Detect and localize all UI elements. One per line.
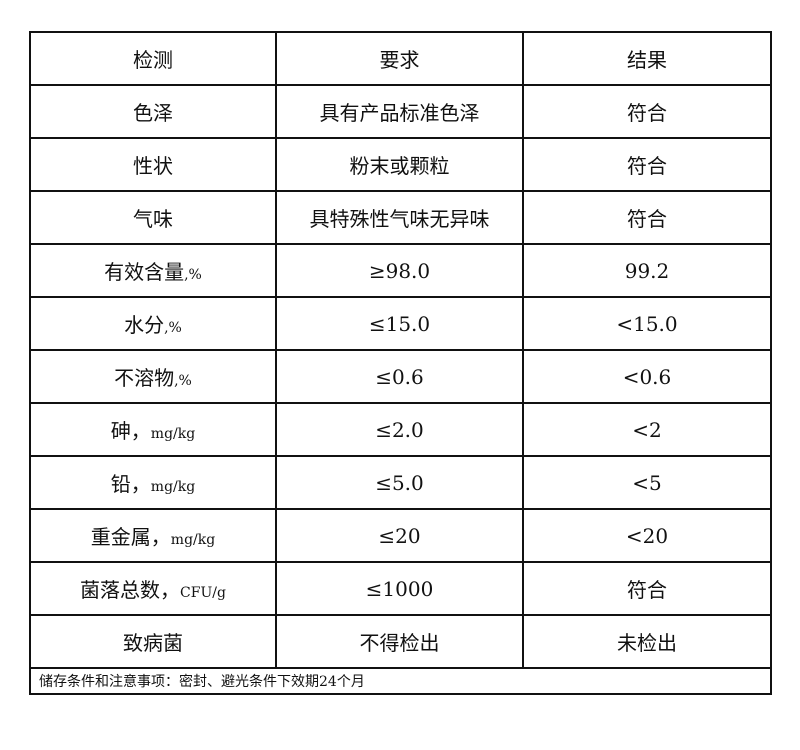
header-result: 结果 bbox=[522, 31, 772, 86]
footer-row: 储存条件和注意事项：密封、避光条件下效期24个月 bbox=[29, 667, 772, 695]
item-name: 铅， bbox=[110, 472, 151, 496]
item-unit: ,% bbox=[164, 320, 182, 336]
result-cell: 符合 bbox=[522, 561, 772, 616]
requirement-cell: ≤15.0 bbox=[275, 296, 524, 351]
item-name: 不溶物 bbox=[114, 366, 175, 390]
item-unit: mg/kg bbox=[150, 479, 196, 495]
result-cell: 符合 bbox=[522, 190, 772, 245]
requirement-cell: 不得检出 bbox=[275, 614, 524, 669]
requirement-cell: ≥98.0 bbox=[275, 243, 524, 298]
requirement-cell: ≤5.0 bbox=[275, 455, 524, 510]
item-cell: 菌落总数，CFU/g bbox=[29, 561, 277, 616]
table-row: 有效含量,% ≥98.0 99.2 bbox=[29, 243, 772, 298]
item-unit: mg/kg bbox=[150, 426, 196, 442]
table-row: 砷，mg/kg ≤2.0 <2 bbox=[29, 402, 772, 457]
table-row: 气味 具特殊性气味无异味 符合 bbox=[29, 190, 772, 245]
result-cell: <2 bbox=[522, 402, 772, 457]
item-cell: 铅，mg/kg bbox=[29, 455, 277, 510]
item-cell: 性状 bbox=[29, 137, 277, 192]
table-row: 水分,% ≤15.0 <15.0 bbox=[29, 296, 772, 351]
result-cell: 符合 bbox=[522, 84, 772, 139]
requirement-cell: 具有产品标准色泽 bbox=[275, 84, 524, 139]
header-requirement: 要求 bbox=[275, 31, 524, 86]
requirement-cell: ≤0.6 bbox=[275, 349, 524, 404]
item-unit: ,% bbox=[184, 267, 202, 283]
table-row: 不溶物,% ≤0.6 <0.6 bbox=[29, 349, 772, 404]
result-cell: 99.2 bbox=[522, 243, 772, 298]
item-name: 菌落总数， bbox=[80, 578, 181, 602]
item-unit: mg/kg bbox=[170, 532, 216, 548]
item-cell: 不溶物,% bbox=[29, 349, 277, 404]
requirement-cell: 具特殊性气味无异味 bbox=[275, 190, 524, 245]
requirement-cell: 粉末或颗粒 bbox=[275, 137, 524, 192]
item-cell: 致病菌 bbox=[29, 614, 277, 669]
item-name: 色泽 bbox=[133, 101, 173, 125]
storage-note: 储存条件和注意事项：密封、避光条件下效期24个月 bbox=[29, 667, 772, 695]
item-cell: 砷，mg/kg bbox=[29, 402, 277, 457]
requirement-cell: ≤20 bbox=[275, 508, 524, 563]
item-cell: 水分,% bbox=[29, 296, 277, 351]
item-cell: 气味 bbox=[29, 190, 277, 245]
header-item: 检测 bbox=[29, 31, 277, 86]
result-cell: 符合 bbox=[522, 137, 772, 192]
requirement-cell: ≤2.0 bbox=[275, 402, 524, 457]
item-unit: CFU/g bbox=[180, 585, 226, 601]
result-cell: <5 bbox=[522, 455, 772, 510]
table-row: 致病菌 不得检出 未检出 bbox=[29, 614, 772, 669]
requirement-cell: ≤1000 bbox=[275, 561, 524, 616]
item-unit: ,% bbox=[174, 373, 192, 389]
item-name: 水分 bbox=[124, 313, 165, 337]
item-cell: 色泽 bbox=[29, 84, 277, 139]
item-name: 致病菌 bbox=[123, 631, 183, 655]
inspection-table: 检测 要求 结果 色泽 具有产品标准色泽 符合 性状 粉末或颗粒 符合 气味 具特殊… bbox=[29, 31, 772, 695]
result-cell: <15.0 bbox=[522, 296, 772, 351]
table-row: 性状 粉末或颗粒 符合 bbox=[29, 137, 772, 192]
table-row: 重金属，mg/kg ≤20 <20 bbox=[29, 508, 772, 563]
item-cell: 重金属，mg/kg bbox=[29, 508, 277, 563]
table-row: 菌落总数，CFU/g ≤1000 符合 bbox=[29, 561, 772, 616]
item-name: 重金属， bbox=[90, 525, 171, 549]
item-cell: 有效含量,% bbox=[29, 243, 277, 298]
header-row: 检测 要求 结果 bbox=[29, 31, 772, 86]
result-cell: 未检出 bbox=[522, 614, 772, 669]
table-row: 色泽 具有产品标准色泽 符合 bbox=[29, 84, 772, 139]
item-name: 砷， bbox=[110, 419, 151, 443]
item-name: 气味 bbox=[133, 207, 173, 231]
item-name: 有效含量 bbox=[104, 260, 185, 284]
result-cell: <20 bbox=[522, 508, 772, 563]
result-cell: <0.6 bbox=[522, 349, 772, 404]
table-row: 铅，mg/kg ≤5.0 <5 bbox=[29, 455, 772, 510]
item-name: 性状 bbox=[133, 154, 173, 178]
